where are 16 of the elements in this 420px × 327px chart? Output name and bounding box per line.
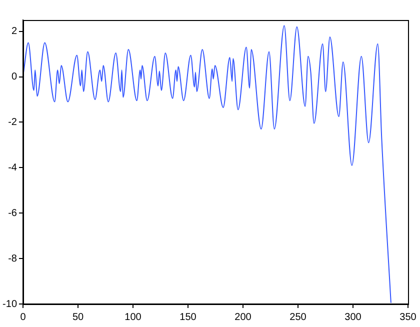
- y-tick-label: 0: [11, 72, 18, 83]
- line-series: [23, 25, 392, 304]
- y-tick-label: 2: [11, 26, 18, 38]
- x-tick-label: 350: [400, 312, 417, 323]
- y-tick-label: -8: [8, 253, 18, 264]
- x-tick-label: 0: [20, 312, 26, 323]
- y-tick-label: -10: [2, 298, 18, 310]
- x-tick-label: 150: [180, 312, 197, 323]
- x-tick-label: 200: [234, 312, 252, 323]
- x-tick-label: 300: [344, 312, 362, 323]
- x-tick-label: 100: [124, 312, 142, 323]
- x-tick-label: 50: [72, 312, 84, 323]
- y-tick-label: -6: [8, 208, 18, 219]
- y-tick-label: -2: [8, 116, 18, 128]
- x-tick-label: 250: [290, 312, 307, 323]
- y-tick-label: -4: [8, 162, 18, 174]
